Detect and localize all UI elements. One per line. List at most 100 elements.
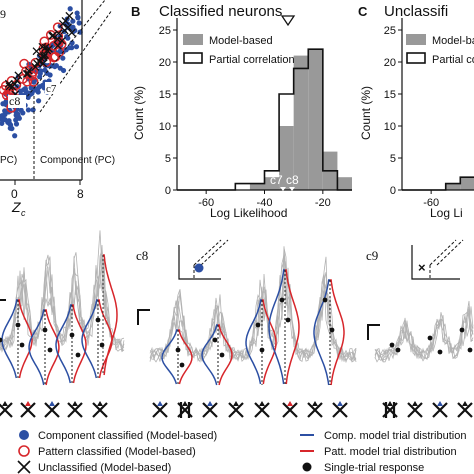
single-trial-dot [47,347,53,353]
y-tick-label: 10 [384,121,396,133]
direction-glyph-icon [254,402,270,418]
unclassified-point [65,11,74,20]
component-point [30,107,36,113]
single-trial-dot [15,322,21,328]
panel-b-y-ticks: 0 5 10 15 20 25 [159,25,177,197]
cell-label-c9: 9 [0,7,6,21]
panel-c-letter: C [358,4,368,19]
direction-glyph-row [0,401,473,418]
tick-label-0: 0 [11,187,18,201]
single-trial-dot [285,317,291,323]
direction-arrow-icon [72,401,78,406]
component-point [60,55,66,61]
direction-glyph-icon [202,402,218,418]
unclassified-point [14,71,23,80]
legend-model-c: Model-based [432,35,474,47]
panel-b-letter: B [131,4,140,19]
trace-label-c9: c9 [366,248,378,263]
legend-unclassified-x-icon [17,460,31,474]
direction-glyph-icon [228,402,244,418]
trial-distribution [103,254,118,376]
panel-b-x-ticks: -60 -40 -20 [198,190,331,209]
component-text: Component (PC) [40,155,115,166]
single-trial-dot [99,342,105,348]
inset-c8-axes [178,245,221,280]
inset-c9-x-marker: × [418,260,426,275]
inset-c8-line2 [200,239,229,266]
component-point [74,10,80,16]
single-trial-dot [255,322,261,328]
inset-c8-line1 [193,239,222,266]
y-tick-label: 10 [159,121,171,133]
unclassified-point [5,82,14,91]
trial-distribution [72,304,87,384]
unclassified-point [54,29,63,38]
y-tick-label: 5 [165,153,171,165]
direction-glyph-icon [44,402,60,418]
model-bar [460,177,474,190]
component-point [25,107,32,113]
panel-c-title: Unclassifi [384,3,448,20]
direction-arrow-icon [49,401,55,406]
y-tick-label: 15 [159,89,171,101]
cell-label-c8: c8 [9,94,20,108]
direction-arrow-icon [25,401,31,406]
unclassified-point [41,43,50,52]
direction-arrow-icon [207,401,213,406]
direction-glyph-icon [457,402,473,418]
direction-glyph-icon [384,402,396,418]
inset-c9-bg [406,238,466,286]
trial-distribution [330,279,345,386]
response-trace [374,310,474,361]
pattern-point [45,29,56,40]
pattern-point [0,84,9,95]
scale-bar-c8 [137,309,150,325]
panel-c: C Unclassifi Count (%) 0 5 10 15 20 25 -60-40… [358,3,474,220]
direction-arrow-icon [312,401,318,406]
panel-c-ylabel: Count (%) [359,86,373,140]
component-point [18,107,24,113]
component-point [76,20,82,26]
single-trial-dot [212,337,218,343]
trial-distribution [81,299,98,379]
model-bar [264,177,280,190]
model-bar [445,183,461,190]
response-trace [0,259,125,351]
legend-component-dot [19,430,29,440]
single-trial-dot [395,347,401,353]
single-trial-dot [179,362,185,368]
scale-bar-c9 [367,324,380,340]
direction-arrow-icon [387,401,393,406]
component-point [60,67,67,74]
panel-b-title: Classified neurons [159,3,282,20]
trial-distribution [98,299,113,379]
panel-b-bars [249,49,352,191]
inset-c8-bg [174,238,224,286]
single-trial-dot [75,352,81,358]
unclassified-point [53,41,62,50]
x-tick-label: -20 [315,197,331,209]
unclassified-point [41,50,50,59]
legend-model-b: Model-based [209,35,273,47]
trace-panels [0,230,474,386]
trial-distribution [313,279,330,386]
component-point [75,15,81,21]
unclassified-point [60,26,69,35]
direction-arrow-icon [437,401,443,406]
xlabel-sub: c [21,208,26,218]
single-trial-dot [322,297,328,303]
direction-arrow-icon [412,401,418,406]
unclassified-point [49,31,58,40]
single-trial-dot [219,352,225,358]
model-bar [308,49,323,191]
panel-c-xlabel: Log Li [430,206,463,220]
single-trial-dot [0,337,3,343]
unclassified-point [22,70,31,78]
direction-glyph-icon [179,402,191,418]
legend-partial-swatch-b [183,52,203,64]
direction-glyph-icon [0,402,13,418]
legend-single-trial: Single-trial response [324,462,424,474]
bottom-legend: Component classified (Model-based) Patte… [17,430,466,474]
unclassified-point [61,16,70,25]
legend-partial-b: Partial correlation [209,54,295,66]
